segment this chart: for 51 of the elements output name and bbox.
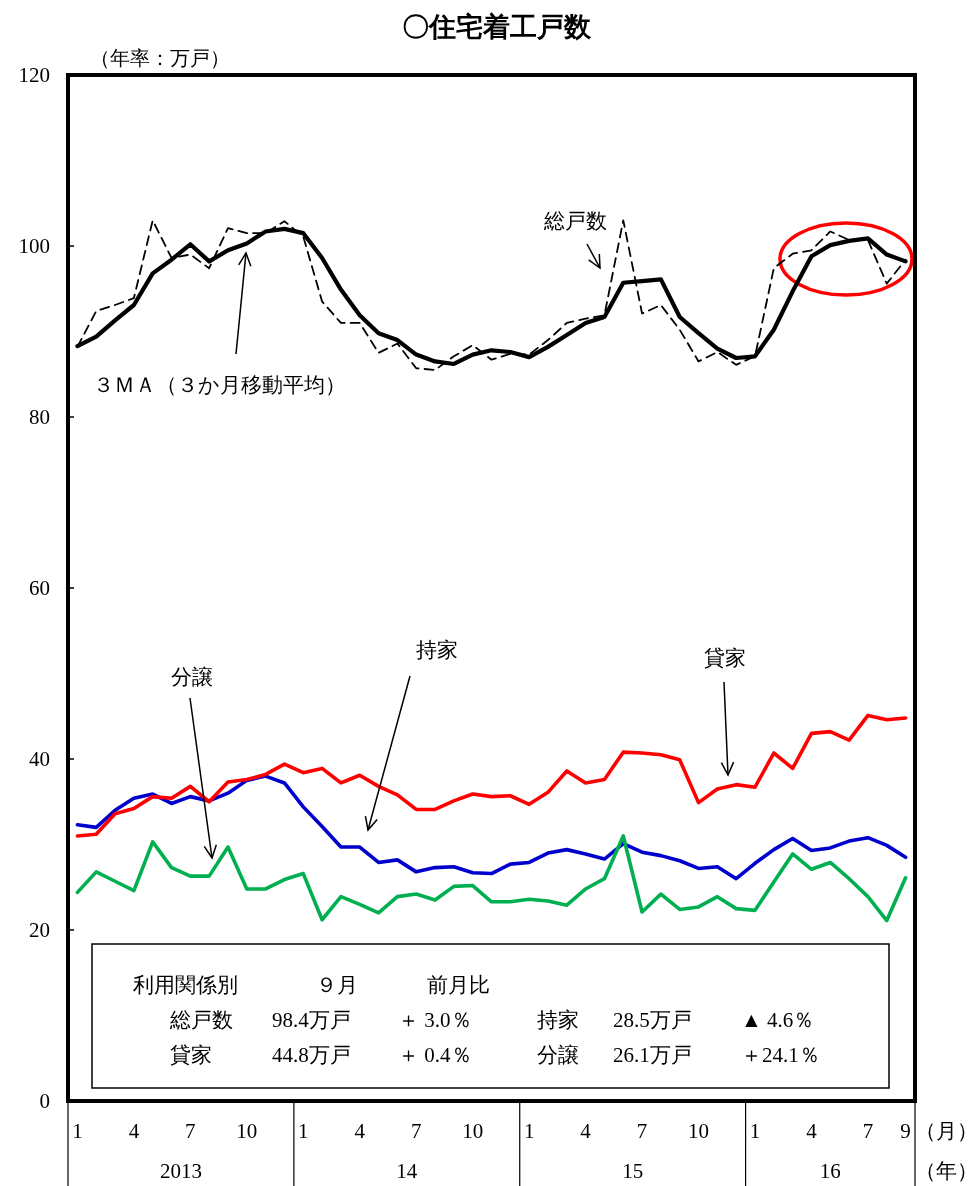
annotation: 前月比	[427, 973, 490, 997]
annotation: 総戸数	[169, 1008, 233, 1032]
text: 貸家	[704, 646, 746, 670]
x-tick-label: 9	[900, 1119, 911, 1143]
x-tick-label: 7	[636, 1119, 648, 1143]
x-tick-label: 7	[185, 1119, 196, 1143]
annotation: 分譲	[537, 1043, 579, 1067]
chart-title: 〇住宅着工戸数	[402, 12, 592, 42]
y-tick-label: 0	[39, 1089, 50, 1113]
annotation: ▲ 4.6％	[741, 1008, 815, 1032]
annotation: 98.4万戸	[272, 1008, 351, 1032]
x-tick-label: 1	[749, 1119, 761, 1143]
annotation: 26.1万戸	[613, 1043, 692, 1067]
annotation: ＋ 3.0％	[398, 1008, 472, 1032]
annotation: ＋24.1％	[741, 1043, 820, 1067]
x-tick-label: 4	[128, 1119, 140, 1143]
x-tick-label: 7	[862, 1119, 874, 1143]
annotation: 利用関係別	[133, 973, 238, 997]
x-axis-title: （月）	[914, 1119, 973, 1143]
series-label: 総戸数	[542, 209, 607, 233]
x-tick-label: 1	[298, 1119, 309, 1143]
annotation: ９月	[316, 973, 358, 997]
annotation: 貸家	[170, 1043, 212, 1067]
x-tick-label: 7	[410, 1119, 422, 1143]
annotation: 28.5万戸	[613, 1008, 692, 1032]
x-tick-label: 1	[523, 1119, 535, 1143]
text: 15	[622, 1159, 644, 1183]
x-tick-label: 4	[806, 1119, 818, 1143]
text: 持家	[416, 638, 458, 662]
y-tick-label: 120	[18, 63, 50, 87]
series-label: ３ＭＡ（３か月移動平均）	[93, 373, 346, 397]
text: 14	[396, 1159, 418, 1183]
y-tick-label: 100	[18, 234, 50, 258]
y-axis-title: （年率：万戸）	[90, 47, 230, 69]
x-tick-label: 1	[72, 1119, 83, 1143]
text: （年）	[914, 1159, 973, 1183]
annotation: ＋ 0.4％	[398, 1043, 472, 1067]
y-tick-label: 60	[29, 576, 50, 600]
annotation: 持家	[537, 1008, 579, 1032]
text: 分譲	[171, 665, 213, 689]
x-tick-label: 10	[462, 1119, 484, 1143]
annotation: 44.8万戸	[272, 1043, 351, 1067]
text: 2013	[159, 1159, 202, 1183]
x-tick-label: 4	[580, 1119, 592, 1143]
text: 16	[819, 1159, 841, 1183]
x-tick-label: 10	[688, 1119, 710, 1143]
y-tick-label: 20	[29, 918, 50, 942]
y-tick-label: 80	[29, 405, 50, 429]
y-tick-label: 40	[29, 747, 50, 771]
x-tick-label: 4	[354, 1119, 366, 1143]
x-tick-label: 10	[236, 1119, 258, 1143]
